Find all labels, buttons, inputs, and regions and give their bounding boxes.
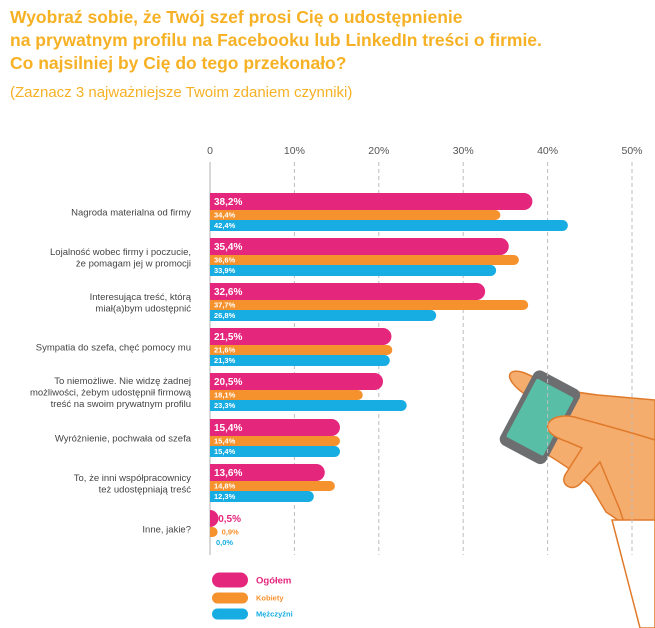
- bar: [210, 300, 529, 310]
- data-label: 33,9%: [214, 266, 236, 275]
- bar: [210, 310, 437, 321]
- category-label: możliwości, żebym udostępnił firmową: [30, 388, 192, 399]
- legend-label: Mężczyźni: [256, 610, 293, 619]
- data-label: 23,3%: [214, 401, 236, 410]
- data-label: 32,6%: [214, 287, 242, 298]
- data-label: 21,5%: [214, 332, 242, 343]
- bars: 38,2% 35,4% 32,6% 21,5% 20,5% 15,4% 13,6% 0,5% 3…: [210, 193, 568, 547]
- bar: [210, 373, 384, 390]
- category-label: miał(a)bym udostępnić: [95, 303, 191, 314]
- legend-label: Kobiety: [256, 594, 284, 603]
- data-label: 21,3%: [214, 356, 236, 365]
- x-tick-label: 10%: [284, 145, 305, 157]
- phone-icon: [499, 370, 581, 465]
- data-label: 13,6%: [214, 468, 242, 479]
- legend-label: Ogółem: [256, 575, 291, 586]
- x-tick-label: 30%: [453, 145, 474, 157]
- bar: [210, 355, 390, 366]
- bar: [210, 345, 393, 355]
- bar: [210, 464, 325, 481]
- legend-swatch: [212, 608, 248, 620]
- category-label: treść na swoim prywatnym profilu: [51, 399, 191, 410]
- x-tick-label: 40%: [537, 145, 558, 157]
- data-label: 36,6%: [214, 256, 236, 265]
- data-label: 20,5%: [214, 377, 242, 388]
- category-label: Inne, jakie?: [142, 525, 191, 536]
- bar: [210, 238, 509, 255]
- phone-screen: [506, 378, 574, 456]
- category-label: Lojalność wobec firmy i poczucie,: [50, 247, 191, 258]
- data-label: 14,8%: [214, 482, 236, 491]
- data-label: 34,4%: [214, 211, 236, 220]
- bar: [210, 400, 407, 411]
- data-label: 15,4%: [214, 437, 236, 446]
- data-label: 37,7%: [214, 301, 236, 310]
- data-label: 38,2%: [214, 197, 242, 208]
- category-label: że pomagam jej w promocji: [76, 258, 191, 269]
- bar: [210, 527, 218, 537]
- bar: [210, 265, 497, 276]
- data-label: 21,6%: [214, 346, 236, 355]
- legend: Ogółem Kobiety Mężczyźni: [212, 572, 293, 620]
- bar: [210, 390, 363, 400]
- data-label: 26,8%: [214, 311, 236, 320]
- title-line-2: na prywatnym profilu na Facebooku lub Li…: [10, 30, 542, 50]
- data-label: 12,3%: [214, 492, 236, 501]
- bar: [210, 328, 392, 345]
- category-label: Sympatia do szefa, chęć pomocy mu: [36, 343, 191, 354]
- chart-subtitle: (Zaznacz 3 najważniejsze Twoim zdaniem c…: [10, 84, 353, 101]
- legend-swatch: [212, 592, 248, 604]
- bar: [210, 491, 314, 502]
- right-hand: [546, 415, 655, 611]
- bar: [210, 220, 568, 231]
- bar: [210, 255, 519, 265]
- data-label: 0,0%: [216, 538, 233, 547]
- bar: [210, 283, 486, 300]
- category-label: Wyróżnienie, pochwała od szefa: [55, 434, 192, 445]
- category-label: To, że inni współpracownicy: [74, 473, 191, 484]
- category-label: Nagroda materialna od firmy: [71, 208, 191, 219]
- category-label: To niemożliwe. Nie widzę żadnej: [54, 376, 191, 387]
- x-tick-label: 50%: [621, 145, 642, 157]
- data-label: 0,5%: [218, 514, 241, 525]
- bar: [210, 510, 219, 527]
- title-line-3: Co najsilniej by Cię do tego przekonało?: [10, 53, 347, 73]
- bar: [210, 481, 335, 491]
- hand-phone-illustration: [499, 370, 655, 628]
- bar: [210, 419, 340, 436]
- legend-swatch: [212, 572, 248, 588]
- bar: [210, 210, 501, 220]
- title-line-1: Wyobraź sobie, że Twój szef prosi Cię o …: [10, 7, 463, 27]
- bar: [210, 436, 340, 446]
- data-label: 15,4%: [214, 423, 242, 434]
- bar: [210, 446, 340, 457]
- data-label: 35,4%: [214, 242, 242, 253]
- data-label: 0,9%: [222, 528, 239, 537]
- x-tick-label: 0: [207, 145, 213, 157]
- category-label: też udostępniają treść: [99, 484, 192, 495]
- category-label: Interesująca treść, którą: [90, 292, 192, 303]
- x-axis-ticks: 0 10% 20% 30% 40% 50%: [207, 145, 642, 157]
- data-label: 42,4%: [214, 221, 236, 230]
- x-tick-label: 20%: [368, 145, 389, 157]
- sleeve: [611, 519, 655, 628]
- category-labels: Nagroda materialna od firmy Lojalność wob…: [30, 208, 192, 536]
- bar: [210, 193, 533, 210]
- chart-title: Wyobraź sobie, że Twój szef prosi Cię o …: [10, 6, 650, 75]
- data-label: 18,1%: [214, 391, 236, 400]
- data-label: 15,4%: [214, 447, 236, 456]
